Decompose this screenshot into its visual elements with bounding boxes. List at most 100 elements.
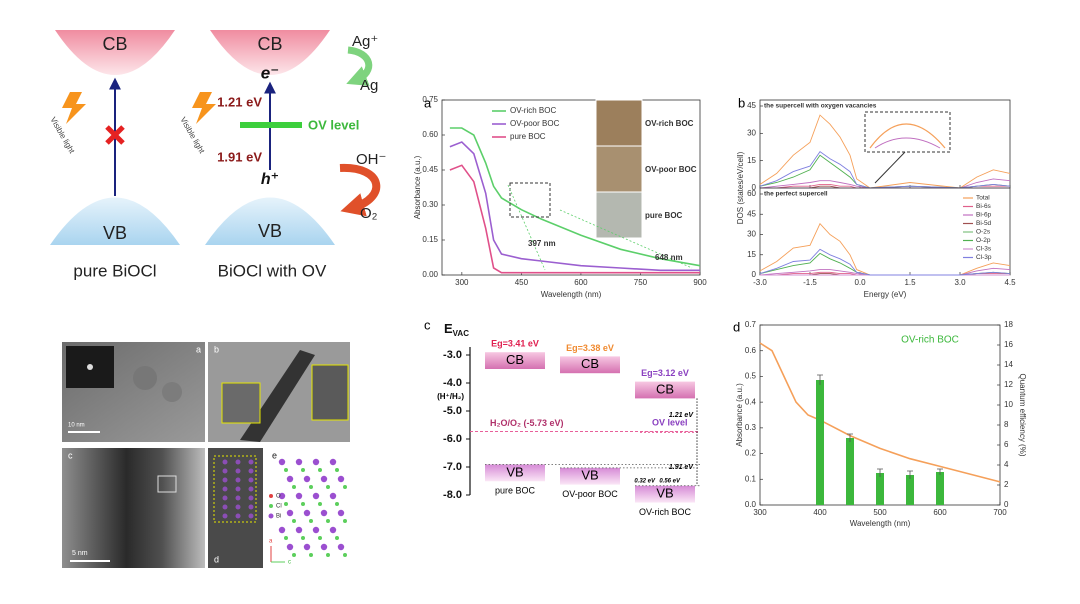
y-tick-label: 4 (1004, 460, 1009, 469)
inset-pointer (874, 151, 906, 184)
valence-band (50, 197, 180, 245)
y-tick-label: 0.7 (745, 320, 757, 329)
y-tick-label: 14 (1004, 360, 1013, 369)
dos-line (759, 178, 1011, 189)
inset-label: pure BOC (645, 211, 683, 220)
vb-label: VB (258, 221, 282, 241)
atom (337, 543, 345, 551)
atom (335, 536, 339, 540)
cb-label: CB (257, 34, 282, 54)
x-tick-label: 900 (693, 278, 707, 287)
atom (292, 553, 296, 557)
dos-line (759, 154, 1011, 189)
plot-frame (441, 99, 701, 276)
panel-label: a (424, 95, 432, 110)
absorbance-line (449, 127, 701, 267)
atom (337, 509, 345, 517)
panel-label: e (272, 450, 277, 460)
valence-band (205, 197, 335, 245)
bar (816, 380, 824, 505)
atom (248, 495, 254, 501)
y-tick-label: 0.2 (745, 449, 757, 458)
panel-label: b (214, 344, 219, 354)
y-tick-label: -3.0 (443, 349, 462, 361)
x-axis-title: Energy (eV) (864, 290, 907, 299)
y-tick-label: 45 (747, 101, 756, 110)
atom (326, 519, 330, 523)
atom (235, 486, 241, 492)
vb-box (485, 464, 545, 482)
atom (222, 495, 228, 501)
annotation: 397 nm (528, 239, 556, 248)
atom (235, 468, 241, 474)
x-tick-label: 300 (753, 508, 767, 517)
legend-label: Cl-3s (976, 246, 992, 253)
atom (235, 504, 241, 510)
y-tick-label: 0.3 (745, 423, 757, 432)
material-label: OV-rich BOC (639, 507, 692, 517)
axis-title: EVAC (444, 321, 469, 338)
atom (248, 504, 254, 510)
annotation: 648 nm (655, 253, 683, 262)
panel-label: d (214, 554, 219, 564)
absorbance-line (449, 141, 700, 272)
lightning-icon (192, 92, 216, 124)
vb-label: VB (581, 468, 598, 483)
x-axis-title: Wavelength (nm) (541, 290, 602, 299)
atom (278, 492, 286, 500)
y-tick-label: 15 (747, 250, 756, 259)
panel-label: d (733, 319, 740, 334)
axis-label: c (288, 560, 291, 566)
panel-title: the supercell with oxygen vacancies (764, 103, 877, 110)
legend-label: OV-rich BOC (901, 335, 959, 346)
atom (318, 536, 322, 540)
atom (248, 513, 254, 519)
legend-dot (269, 494, 273, 498)
y-tick-label: 0.5 (745, 372, 757, 381)
bar (906, 475, 914, 505)
atom (343, 553, 347, 557)
atom (309, 553, 313, 557)
material-label: pure BOC (495, 486, 536, 496)
atom (222, 477, 228, 483)
panel-label: c (68, 450, 73, 460)
dos-line (759, 248, 1011, 276)
gap-label: 1.91 eV (669, 464, 694, 471)
tem-image (62, 448, 205, 568)
atom (278, 458, 286, 466)
y-axis-title: DOS (states/eV/cell) (736, 151, 745, 224)
caption: pure BiOCl (73, 261, 156, 280)
atom (312, 526, 320, 534)
atom (248, 486, 254, 492)
legend-label: OV-rich BOC (510, 106, 556, 115)
bar (876, 473, 884, 505)
inset-photo (595, 191, 643, 239)
legend-label: Bi-6p (976, 212, 992, 219)
atom (320, 475, 328, 483)
legend-label: O-2p (976, 237, 991, 244)
x-tick-label: 4.5 (1004, 278, 1016, 287)
x-tick-label: 600 (933, 508, 947, 517)
conduction-band (55, 30, 175, 75)
error-bar (937, 468, 943, 475)
atom (301, 536, 305, 540)
micrographs: a b c d e 10 nm 5 nm O Cl Bi a c (62, 342, 350, 568)
inset-photo (595, 99, 643, 147)
y-tick-label: -4.0 (443, 377, 462, 389)
light-label: Visible light (48, 116, 76, 156)
panel-label: b (738, 95, 745, 110)
y-axis-title: Absorbance (a.u.) (735, 383, 744, 447)
zoom-box (157, 475, 177, 493)
vb-label: VB (103, 223, 127, 243)
conduction-band (210, 30, 330, 75)
y-tick-label: 18 (1004, 320, 1013, 329)
legend-dot (268, 513, 274, 519)
atom (292, 485, 296, 489)
error-bar (847, 433, 853, 442)
reactant-label: OH⁻ (356, 151, 386, 168)
y-tick-label: 15 (747, 156, 756, 165)
atom (286, 509, 294, 517)
y-tick-label: 2 (1004, 480, 1009, 489)
y-tick-label: 8 (1004, 420, 1009, 429)
